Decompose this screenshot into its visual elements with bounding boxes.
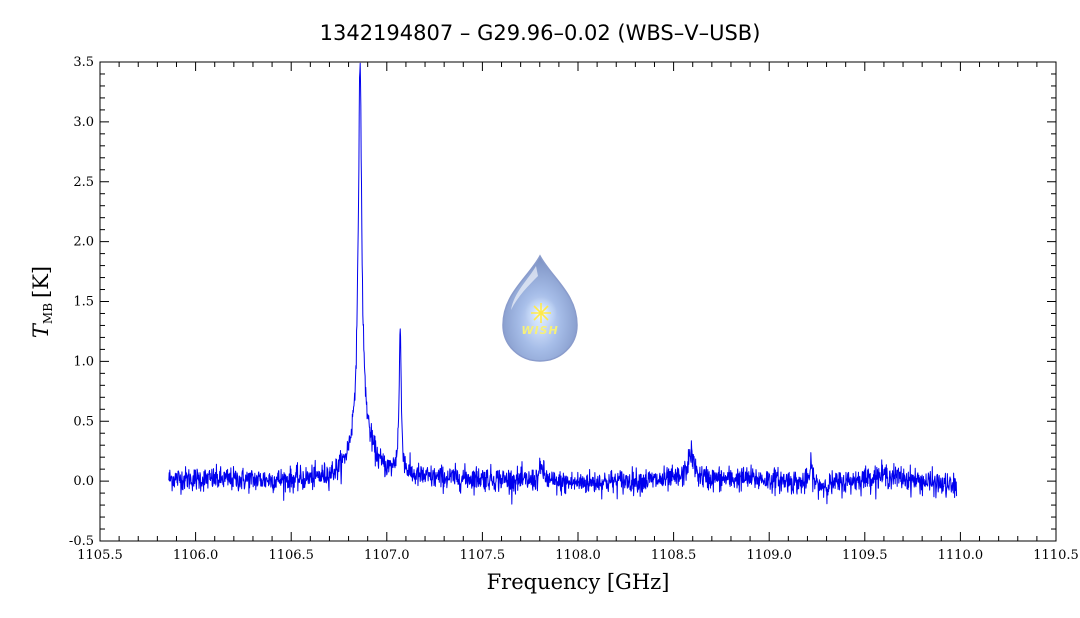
- y-axis-label: TMB[K]: [29, 266, 55, 338]
- star-icon: [531, 303, 551, 323]
- y-tick-label: 1.0: [73, 354, 94, 369]
- y-tick-label: 1.5: [73, 295, 94, 310]
- y-tick-label: 0.5: [73, 414, 94, 429]
- y-tick-label: -0.5: [69, 534, 94, 549]
- x-tick-label: 1109.5: [842, 548, 888, 563]
- y-tick-label: 2.5: [73, 175, 94, 190]
- x-tick-label: 1110.0: [938, 548, 984, 563]
- spectrum-line: [168, 62, 958, 505]
- y-tick-label: 3.5: [73, 55, 94, 70]
- x-tick-label: 1107.0: [364, 548, 410, 563]
- x-tick-label: 1110.5: [1033, 548, 1079, 563]
- x-tick-label: 1107.5: [460, 548, 506, 563]
- y-tick-label: 3.0: [73, 115, 94, 130]
- y-tick-label: 0.0: [73, 474, 94, 489]
- logo-label: WISH: [521, 324, 558, 337]
- chart-title: 1342194807 – G29.96–0.02 (WBS–V–USB): [320, 21, 761, 45]
- x-tick-label: 1108.0: [555, 548, 601, 563]
- x-tick-label: 1106.0: [173, 548, 219, 563]
- y-tick-label: 2.0: [73, 235, 94, 250]
- drop-highlight: [511, 266, 538, 310]
- wish-logo: WISH: [502, 254, 578, 362]
- x-tick-label: 1105.5: [77, 548, 123, 563]
- x-tick-label: 1106.5: [268, 548, 314, 563]
- x-tick-label: 1109.0: [746, 548, 792, 563]
- x-axis-label: Frequency [GHz]: [487, 570, 670, 594]
- x-tick-label: 1108.5: [651, 548, 697, 563]
